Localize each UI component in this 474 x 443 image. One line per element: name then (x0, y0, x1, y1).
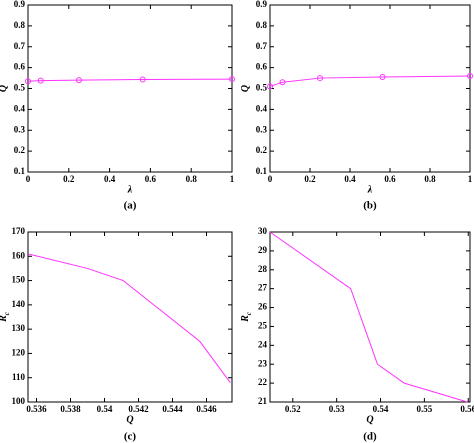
y-axis-label: Q (0, 85, 9, 92)
y-tick-label: 0.9 (256, 0, 268, 9)
y-tick-label: 0.4 (14, 103, 26, 113)
y-tick-label: 170 (12, 226, 26, 236)
data-line (269, 231, 468, 403)
data-point (467, 72, 473, 79)
y-tick-label: 0.3 (14, 124, 26, 134)
y-tick-label: 160 (12, 250, 26, 260)
caption: (a) (124, 200, 137, 212)
x-axis-label: λ (127, 184, 133, 195)
y-tick-label: 0.4 (256, 103, 268, 113)
x-tick-label: 0.54 (373, 404, 389, 414)
plot-frame (27, 231, 233, 403)
x-tick-label: 1 (468, 174, 473, 184)
y-tick-label: 24 (258, 339, 268, 349)
x-axis-label: Q (126, 414, 133, 425)
x-tick-label: 0.55 (417, 404, 433, 414)
y-tick-label: 100 (12, 396, 26, 406)
y-axis-label-subscript: c (3, 312, 11, 315)
x-axis-label: λ (367, 184, 373, 195)
y-tick-label: 21 (258, 396, 268, 406)
x-tick-label: 0.544 (162, 404, 183, 414)
data-point (139, 76, 146, 83)
data-point (279, 79, 286, 86)
y-tick-label: 28 (258, 264, 268, 274)
y-tick-label: 0.6 (14, 62, 26, 72)
x-tick-label: 0.2 (63, 174, 75, 184)
data-point (317, 75, 323, 82)
y-tick-label: 0.7 (256, 41, 268, 51)
y-axis-label: Q (240, 85, 251, 92)
data-point (267, 83, 273, 90)
y-axis-label: Rc (240, 312, 252, 323)
y-tick-label: 30 (258, 226, 268, 236)
y-tick-label: 140 (12, 299, 26, 309)
y-tick-label: 110 (12, 372, 26, 382)
x-tick-label: 0.542 (128, 404, 149, 414)
y-tick-label: 0.5 (256, 83, 268, 93)
y-tick-label: 29 (258, 245, 268, 255)
x-tick-label: 0.6 (145, 174, 157, 184)
x-tick-label: 0.8 (424, 174, 436, 184)
x-tick-label: 0 (268, 174, 273, 184)
y-axis-label-main: Q (240, 85, 251, 92)
data-line (269, 75, 471, 87)
y-tick-label: 0.7 (14, 41, 26, 51)
x-axis-label: Q (366, 414, 373, 425)
y-tick-label: 0.2 (256, 145, 268, 155)
y-tick-label: 0.3 (256, 124, 268, 134)
data-line (27, 253, 231, 383)
x-tick-label: 0.6 (384, 174, 396, 184)
y-axis-label-main: R (240, 315, 251, 323)
x-tick-label: 0.54 (97, 404, 113, 414)
y-tick-label: 120 (12, 347, 26, 357)
plot-frame (269, 4, 471, 173)
y-axis-label-main: Q (0, 85, 9, 92)
data-point (379, 74, 386, 81)
data-point (76, 77, 82, 84)
y-tick-label: 0.5 (14, 83, 26, 93)
y-tick-label: 150 (12, 275, 26, 285)
x-tick-label: 0.2 (304, 174, 316, 184)
plot-frame (269, 231, 471, 403)
y-tick-label: 23 (258, 358, 268, 368)
x-tick-label: 0.4 (344, 174, 356, 184)
y-tick-label: 0.6 (256, 62, 268, 72)
y-tick-label: 130 (12, 323, 26, 333)
x-tick-label: 0.52 (285, 404, 301, 414)
caption: (b) (363, 200, 377, 212)
plot-frame (27, 4, 233, 173)
y-axis-label: Rc (0, 312, 11, 323)
x-tick-label: 0.4 (104, 174, 116, 184)
data-line (27, 78, 233, 82)
x-tick-label: 1 (230, 174, 235, 184)
y-axis-label-main: R (0, 315, 9, 323)
y-tick-label: 27 (258, 283, 268, 293)
caption: (d) (363, 431, 377, 443)
caption: (c) (124, 431, 137, 443)
x-tick-label: 0.56 (460, 404, 474, 414)
data-point (37, 77, 44, 84)
x-tick-label: 0.546 (196, 404, 217, 414)
y-tick-label: 0.9 (14, 0, 26, 9)
x-tick-label: 0.538 (60, 404, 81, 414)
x-tick-label: 0 (26, 174, 31, 184)
y-tick-label: 0.1 (256, 166, 268, 176)
x-tick-label: 0.53 (329, 404, 345, 414)
data-point (229, 76, 235, 83)
y-tick-label: 22 (258, 377, 268, 387)
x-tick-label: 0.8 (186, 174, 198, 184)
y-tick-label: 26 (258, 302, 268, 312)
y-tick-label: 25 (258, 321, 268, 331)
y-tick-label: 0.1 (14, 166, 26, 176)
y-tick-label: 0.8 (14, 20, 26, 30)
y-tick-label: 0.2 (14, 145, 26, 155)
y-tick-label: 0.8 (256, 20, 268, 30)
data-point (25, 78, 31, 85)
y-axis-label-subscript: c (245, 312, 253, 315)
x-tick-label: 0.536 (26, 404, 47, 414)
